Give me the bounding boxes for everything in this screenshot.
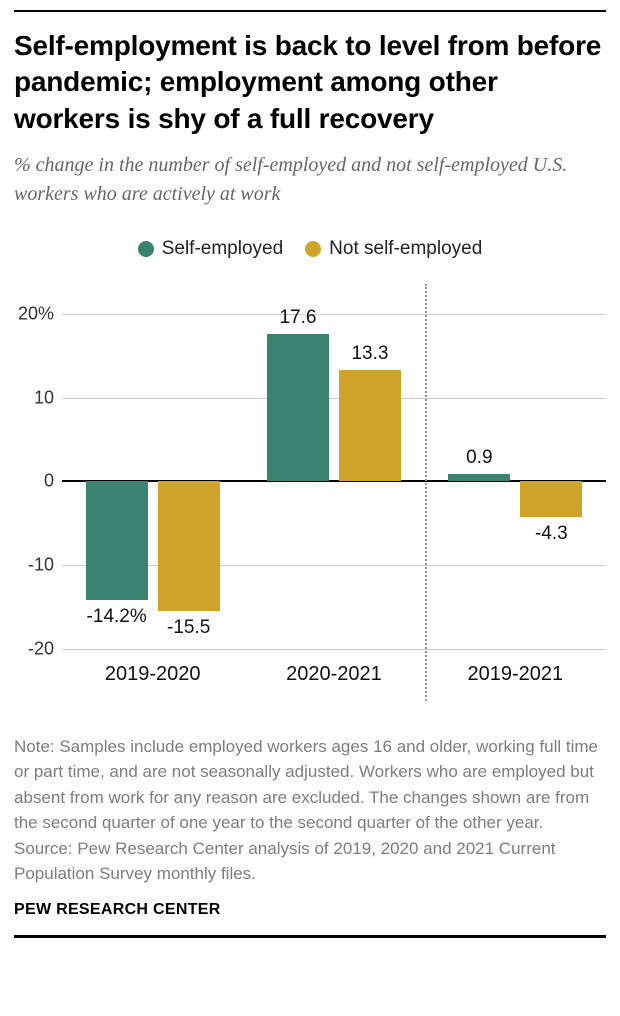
- bottom-rule: [14, 934, 606, 938]
- bar-group-2019-2020: -14.2% -15.5: [62, 314, 243, 649]
- bar-group-2019-2021: 0.9 -4.3: [425, 314, 606, 649]
- zero-axis-line: [62, 480, 606, 483]
- legend-item-not-self-employed: Not self-employed: [305, 238, 482, 260]
- y-tick-label: 0: [43, 470, 54, 491]
- plot-area: 20% 10 0 -10 -20 -14.2% -15.5 17.6 13.3 0.9 -4.3: [18, 283, 606, 701]
- bar-self-employed: [85, 481, 148, 601]
- x-axis-labels: 2019-2020 2020-2021 2019-2021: [62, 663, 606, 686]
- legend-item-self-employed: Self-employed: [137, 237, 284, 260]
- bar-not-self-employed: [520, 481, 583, 518]
- gridline: [62, 565, 606, 567]
- source-text: Source: Pew Research Center analysis of …: [14, 838, 556, 884]
- legend-label-not-self-employed: Not self-employed: [329, 237, 483, 259]
- note-text: Note: Samples include employed workers a…: [14, 736, 598, 833]
- legend-swatch-self-employed-icon: [137, 240, 154, 257]
- y-tick-label: -20: [27, 638, 54, 659]
- bar-value-label: 13.3: [351, 343, 389, 365]
- chart-subtitle: % change in the number of self-employed …: [14, 154, 568, 205]
- bar-not-self-employed: [338, 370, 401, 482]
- x-category-label: 2019-2021: [467, 662, 564, 685]
- gridline: [62, 397, 606, 399]
- page: Self-employment is back to level from be…: [14, 10, 606, 938]
- legend: Self-employed Not self-employed: [14, 238, 606, 260]
- bar-self-employed: [448, 473, 511, 482]
- bar-group-2020-2021: 17.6 13.3: [243, 307, 424, 649]
- gridline: [62, 313, 606, 315]
- bar-value-label: -14.2%: [86, 606, 147, 628]
- x-category-label: 2020-2021: [286, 662, 382, 685]
- brand-footer: PEW RESEARCH CENTER: [14, 900, 221, 918]
- legend-label-self-employed: Self-employed: [161, 237, 284, 259]
- bar-value-label: -15.5: [167, 617, 211, 639]
- page-title: Self-employment is back to level from be…: [14, 30, 602, 134]
- top-rule: [14, 10, 606, 12]
- x-category-label: 2019-2020: [104, 662, 201, 685]
- bar-not-self-employed: [157, 481, 220, 612]
- gridline: [62, 648, 606, 650]
- bar-value-label: 17.6: [279, 307, 317, 329]
- bar-value-label: -4.3: [534, 523, 568, 545]
- bar-chart: 20% 10 0 -10 -20 -14.2% -15.5 17.6 13.3 0.9 -4.3 2…: [14, 283, 606, 701]
- y-tick-label: 20%: [17, 303, 54, 324]
- legend-swatch-not-self-employed-icon: [305, 240, 322, 257]
- y-tick-label: -10: [27, 554, 54, 575]
- bar-value-label: 0.9: [466, 446, 493, 468]
- y-tick-label: 10: [33, 387, 54, 408]
- bar-self-employed: [266, 334, 329, 482]
- panel-divider-line: [424, 283, 427, 701]
